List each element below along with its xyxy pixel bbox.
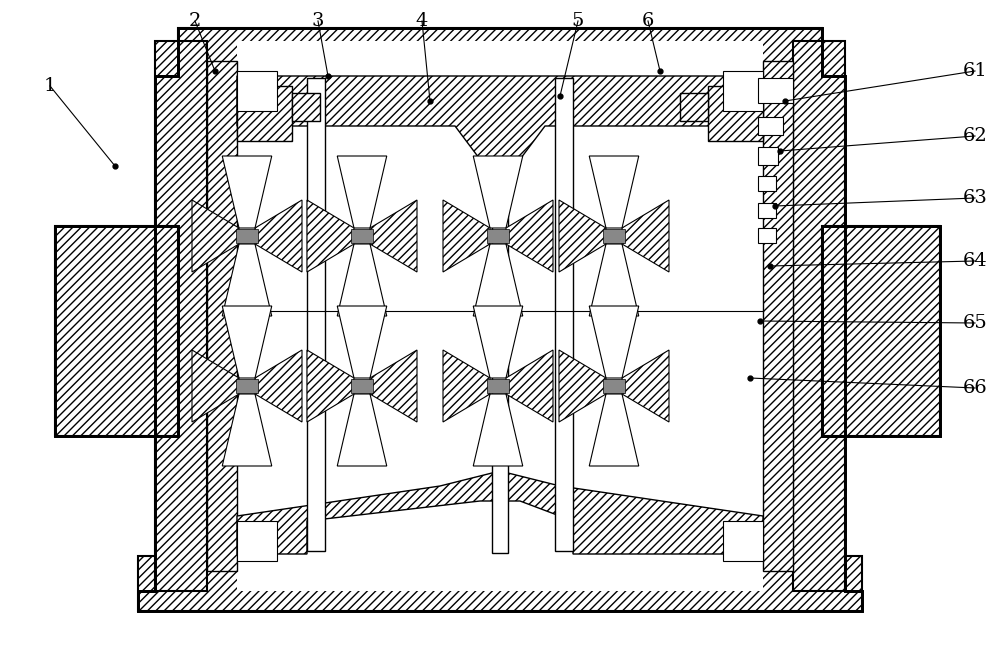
- Polygon shape: [589, 306, 639, 378]
- Bar: [351, 379, 373, 393]
- Text: 3: 3: [312, 12, 324, 30]
- Polygon shape: [559, 350, 606, 422]
- Polygon shape: [192, 200, 239, 272]
- Text: 65: 65: [963, 314, 987, 332]
- Bar: [763, 61, 793, 571]
- Text: 66: 66: [963, 379, 987, 397]
- Polygon shape: [589, 156, 639, 228]
- Polygon shape: [178, 28, 822, 76]
- Bar: [237, 86, 292, 141]
- Polygon shape: [370, 350, 417, 422]
- Polygon shape: [822, 226, 940, 436]
- Polygon shape: [793, 41, 845, 591]
- Polygon shape: [337, 306, 387, 378]
- Bar: [603, 229, 625, 243]
- Bar: [555, 78, 573, 551]
- Bar: [236, 229, 258, 243]
- Bar: [237, 41, 763, 591]
- Bar: [758, 147, 778, 165]
- Polygon shape: [473, 156, 523, 228]
- Polygon shape: [337, 394, 387, 466]
- Polygon shape: [255, 200, 302, 272]
- Polygon shape: [589, 394, 639, 466]
- Polygon shape: [337, 156, 387, 228]
- Text: 2: 2: [189, 12, 201, 30]
- Polygon shape: [622, 350, 669, 422]
- Polygon shape: [237, 76, 740, 166]
- Bar: [603, 379, 625, 393]
- Text: 6: 6: [642, 12, 654, 30]
- Polygon shape: [473, 244, 523, 316]
- Bar: [492, 196, 508, 553]
- Bar: [758, 78, 793, 103]
- Text: 63: 63: [963, 189, 987, 207]
- Polygon shape: [237, 471, 763, 554]
- Polygon shape: [337, 244, 387, 316]
- Text: 4: 4: [416, 12, 428, 30]
- Text: 5: 5: [572, 12, 584, 30]
- Bar: [758, 203, 776, 218]
- Polygon shape: [307, 350, 354, 422]
- Polygon shape: [443, 200, 490, 272]
- Text: 62: 62: [963, 127, 987, 145]
- Bar: [708, 86, 763, 141]
- Text: 61: 61: [963, 62, 987, 80]
- Polygon shape: [222, 156, 272, 228]
- Bar: [351, 229, 373, 243]
- Bar: [758, 228, 776, 243]
- Polygon shape: [192, 350, 239, 422]
- Polygon shape: [370, 200, 417, 272]
- Bar: [207, 61, 237, 571]
- Bar: [723, 71, 763, 111]
- Bar: [487, 379, 509, 393]
- Bar: [292, 93, 320, 121]
- Polygon shape: [506, 350, 553, 422]
- Bar: [758, 176, 776, 191]
- Bar: [307, 78, 325, 551]
- Bar: [680, 93, 708, 121]
- Polygon shape: [222, 244, 272, 316]
- Text: 64: 64: [963, 252, 987, 270]
- Bar: [758, 117, 783, 135]
- Polygon shape: [222, 306, 272, 378]
- Bar: [237, 71, 277, 111]
- Polygon shape: [443, 350, 490, 422]
- Polygon shape: [138, 556, 862, 611]
- Polygon shape: [473, 306, 523, 378]
- Polygon shape: [622, 200, 669, 272]
- Polygon shape: [155, 41, 207, 591]
- Polygon shape: [255, 350, 302, 422]
- Polygon shape: [589, 244, 639, 316]
- Polygon shape: [55, 226, 178, 436]
- Polygon shape: [307, 200, 354, 272]
- Polygon shape: [506, 200, 553, 272]
- Polygon shape: [222, 394, 272, 466]
- Bar: [723, 521, 763, 561]
- Text: 1: 1: [44, 77, 56, 95]
- Bar: [487, 229, 509, 243]
- Polygon shape: [559, 200, 606, 272]
- Bar: [236, 379, 258, 393]
- Polygon shape: [473, 394, 523, 466]
- Bar: [237, 521, 277, 561]
